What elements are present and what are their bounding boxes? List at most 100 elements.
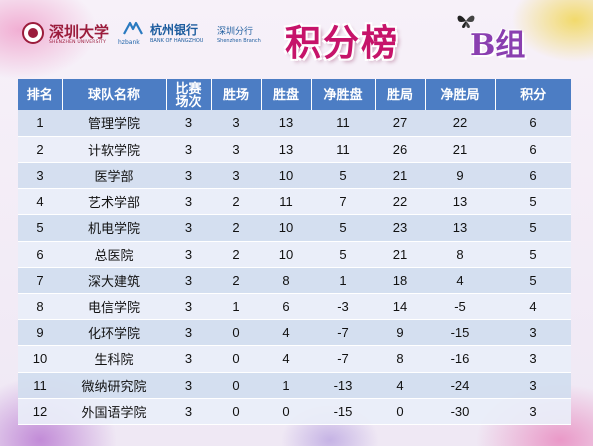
bank-mark-icon <box>123 21 143 35</box>
cell-points: 6 <box>495 162 571 190</box>
cell-sets-won: 4 <box>261 319 311 347</box>
cell-game-difference: 13 <box>425 214 495 242</box>
cell-matches-played: 3 <box>166 267 211 294</box>
cell-points: 5 <box>495 241 571 268</box>
cell-games-won: 18 <box>375 267 425 294</box>
cell-points: 5 <box>495 267 571 294</box>
column-header-rank: 排名 <box>18 79 63 110</box>
cell-rank: 5 <box>18 214 62 242</box>
cell-matches-won: 3 <box>211 162 261 190</box>
cell-team-name: 化环学院 <box>62 319 166 347</box>
cell-points: 6 <box>495 110 571 137</box>
cell-rank: 11 <box>18 372 62 399</box>
table-row: 2 计软学院 3 3 13 11 26 21 6 <box>18 136 571 163</box>
cell-team-name: 机电学院 <box>62 214 166 242</box>
cell-team-name: 生科院 <box>62 345 166 373</box>
cell-matches-played: 3 <box>166 398 211 426</box>
group-label: B组 <box>470 28 526 63</box>
cell-sets-won: 13 <box>261 110 311 137</box>
cell-points: 6 <box>495 136 571 163</box>
cell-game-difference: -24 <box>425 372 495 399</box>
cell-team-name: 微纳研究院 <box>62 372 166 399</box>
cell-set-difference: 11 <box>311 136 375 163</box>
bank-abbr: hzbank <box>118 39 140 46</box>
table-header: 排名 球队名称 比赛场次 胜场 胜盘 净胜盘 胜局 净胜局 积分 <box>18 79 571 110</box>
column-header-game-difference: 净胜局 <box>425 79 496 110</box>
column-header-label-line: 比赛场次 <box>175 80 202 109</box>
cell-games-won: 21 <box>375 162 425 190</box>
cell-rank: 1 <box>18 110 62 137</box>
cell-rank: 10 <box>18 345 62 373</box>
cell-matches-won: 2 <box>211 267 261 294</box>
cell-matches-played: 3 <box>166 188 211 216</box>
table-row: 4 艺术学部 3 2 11 7 22 13 5 <box>18 188 571 216</box>
cell-games-won: 4 <box>375 372 425 399</box>
szu-seal-icon <box>22 22 44 44</box>
cell-game-difference: 9 <box>425 162 495 190</box>
cell-games-won: 26 <box>375 136 425 163</box>
cell-rank: 12 <box>18 398 62 426</box>
cell-matches-played: 3 <box>166 372 211 399</box>
table-row: 8 电信学院 3 1 6 -3 14 -5 4 <box>18 293 571 321</box>
column-header-set-difference: 净胜盘 <box>311 79 376 110</box>
table-row: 9 化环学院 3 0 4 -7 9 -15 3 <box>18 319 571 347</box>
table-row: 12 外国语学院 3 0 0 -15 0 -30 3 <box>18 398 571 426</box>
cell-games-won: 23 <box>375 214 425 242</box>
cell-game-difference: 22 <box>425 110 495 137</box>
cell-team-name: 医学部 <box>62 162 166 190</box>
cell-set-difference: 5 <box>311 241 375 268</box>
cell-sets-won: 10 <box>261 162 311 190</box>
cell-game-difference: -15 <box>425 319 495 347</box>
cell-matches-won: 2 <box>211 214 261 242</box>
cell-sets-won: 10 <box>261 214 311 242</box>
cell-matches-played: 3 <box>166 214 211 242</box>
szu-name: 深圳大学 <box>49 23 110 41</box>
cell-sets-won: 11 <box>261 188 311 216</box>
cell-team-name: 外国语学院 <box>62 398 166 426</box>
cell-set-difference: -7 <box>311 319 375 347</box>
cell-game-difference: 13 <box>425 188 495 216</box>
cell-points: 4 <box>495 293 571 321</box>
cell-rank: 2 <box>18 136 62 163</box>
cell-matches-played: 3 <box>166 293 211 321</box>
bank-name: 杭州银行 <box>150 23 199 37</box>
cell-game-difference: -16 <box>425 345 495 373</box>
column-header-points: 积分 <box>495 79 571 110</box>
cell-set-difference: 1 <box>311 267 375 294</box>
cell-games-won: 8 <box>375 345 425 373</box>
cell-matches-played: 3 <box>166 319 211 347</box>
standings-table: 排名 球队名称 比赛场次 胜场 胜盘 净胜盘 胜局 净胜局 积分 1 管理学院 3 3 13 11 27 22… <box>18 79 571 426</box>
szu-name-en: SHENZHEN UNIVERSITY <box>49 40 107 45</box>
cell-sets-won: 1 <box>261 372 311 399</box>
cell-game-difference: 4 <box>425 267 495 294</box>
table-body: 1 管理学院 3 3 13 11 27 22 6 2 计软学院 3 3 13 11 26 21 6 3 医学部 3 3 10… <box>18 110 571 426</box>
cell-sets-won: 10 <box>261 241 311 268</box>
cell-game-difference: 21 <box>425 136 495 163</box>
cell-rank: 6 <box>18 241 62 268</box>
bank-branch-en: Shenzhen Branch <box>217 38 261 44</box>
header: 深圳大学 SHENZHEN UNIVERSITY hzbank 杭州银行 深圳分… <box>0 0 593 70</box>
cell-game-difference: 8 <box>425 241 495 268</box>
cell-points: 3 <box>495 319 571 347</box>
bank-name-en: BANK OF HANGZHOU <box>150 38 204 44</box>
cell-rank: 7 <box>18 267 62 294</box>
cell-rank: 9 <box>18 319 62 347</box>
table-row: 7 深大建筑 3 2 8 1 18 4 5 <box>18 267 571 294</box>
cell-set-difference: 7 <box>311 188 375 216</box>
cell-set-difference: -7 <box>311 345 375 373</box>
cell-rank: 3 <box>18 162 62 190</box>
cell-sets-won: 4 <box>261 345 311 373</box>
cell-games-won: 22 <box>375 188 425 216</box>
butterfly-icon <box>457 15 475 28</box>
cell-set-difference: 5 <box>311 162 375 190</box>
cell-team-name: 总医院 <box>62 241 166 268</box>
cell-games-won: 0 <box>375 398 425 426</box>
cell-matches-played: 3 <box>166 241 211 268</box>
cell-sets-won: 0 <box>261 398 311 426</box>
cell-set-difference: -3 <box>311 293 375 321</box>
cell-rank: 8 <box>18 293 62 321</box>
cell-set-difference: -13 <box>311 372 375 399</box>
cell-team-name: 计软学院 <box>62 136 166 163</box>
table-row: 3 医学部 3 3 10 5 21 9 6 <box>18 162 571 190</box>
cell-games-won: 9 <box>375 319 425 347</box>
